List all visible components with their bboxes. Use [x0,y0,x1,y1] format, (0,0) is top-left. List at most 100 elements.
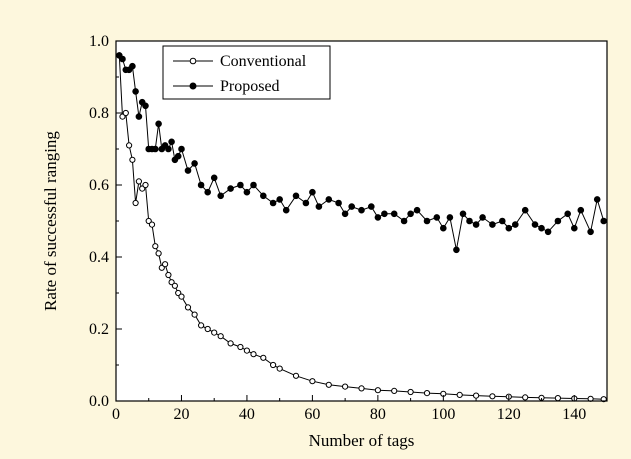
data-point [532,222,538,228]
data-point [185,305,190,310]
data-point [310,189,316,195]
data-point [133,200,138,205]
data-point [316,204,322,210]
data-point [211,175,217,181]
y-tick-label: 0.8 [89,105,109,122]
data-point [490,222,496,228]
data-point [130,63,136,69]
data-point [447,215,453,221]
x-tick-label: 140 [562,406,586,423]
data-point [555,396,560,401]
data-point [283,207,289,213]
data-point [293,193,299,199]
data-point [120,56,126,62]
data-point [175,153,181,159]
data-point [270,200,276,206]
data-point [490,394,495,399]
data-point [523,395,528,400]
data-point [500,218,506,224]
data-point [506,225,512,231]
data-point [454,247,460,253]
data-point [342,211,348,217]
x-tick-label: 80 [370,406,386,423]
y-tick-label: 0.6 [89,177,109,194]
data-point [460,211,466,217]
data-point [588,229,594,235]
data-point [261,193,267,199]
data-point [424,391,429,396]
data-point [136,179,141,184]
data-point [251,182,257,188]
y-tick-label: 0.2 [89,321,109,338]
data-point [185,168,191,174]
data-point [218,193,224,199]
data-point [467,218,473,224]
data-point [539,225,545,231]
data-point [555,218,561,224]
data-point [310,379,315,384]
x-axis-title: Number of tags [309,431,415,450]
data-point [359,207,365,213]
data-point [401,218,407,224]
data-point [424,218,430,224]
data-point [359,386,364,391]
data-point [228,341,233,346]
data-point [349,204,355,210]
x-tick-label: 0 [112,406,120,423]
data-point [244,348,249,353]
legend-marker-proposed [190,83,196,89]
data-point [192,161,198,167]
data-point [326,197,332,203]
data-point [179,294,184,299]
data-point [156,121,162,127]
y-axis-title: Rate of successful ranging [41,131,60,311]
data-point [474,393,479,398]
data-point [375,388,380,393]
x-tick-label: 100 [431,406,455,423]
data-point [133,89,139,95]
data-point [153,146,159,152]
data-point [457,392,462,397]
data-point [143,182,148,187]
x-tick-label: 40 [239,406,255,423]
data-point [136,114,142,120]
legend-marker-conventional [190,58,196,64]
data-point [238,344,243,349]
x-tick-label: 20 [173,406,189,423]
data-point [391,211,397,217]
data-point [163,262,168,267]
data-point [277,197,283,203]
data-point [199,323,204,328]
y-tick-label: 0.4 [89,249,109,266]
data-point [382,211,388,217]
data-point [228,186,234,192]
data-point [293,373,298,378]
data-point [251,352,256,357]
data-point [369,204,375,210]
y-tick-label: 1.0 [89,33,109,50]
data-point [572,225,578,231]
data-point [218,334,223,339]
data-point [326,382,331,387]
data-point [480,215,486,221]
data-point [277,366,282,371]
data-point [143,103,149,109]
data-point [153,244,158,249]
data-point [172,283,177,288]
data-point [414,207,420,213]
data-point [408,211,414,217]
data-point [565,211,571,217]
x-tick-label: 120 [497,406,521,423]
data-point [130,157,135,162]
data-point [513,222,519,228]
data-point [594,197,600,203]
data-point [238,182,244,188]
data-point [244,189,250,195]
data-point [212,330,217,335]
data-point [205,326,210,331]
data-point [473,222,479,228]
data-point [166,146,172,152]
data-point [205,189,211,195]
data-point [343,384,348,389]
data-point [601,218,607,224]
